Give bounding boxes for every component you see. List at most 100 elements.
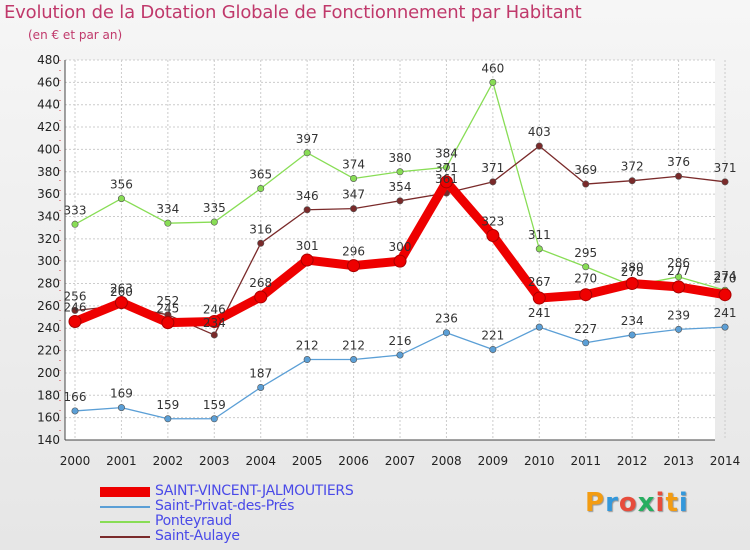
data-label: 376 — [667, 155, 690, 169]
data-label: 311 — [528, 228, 551, 242]
data-point — [675, 273, 683, 281]
data-point — [161, 316, 175, 330]
data-label: 300 — [389, 240, 412, 254]
y-tick-label: 340 — [37, 209, 60, 223]
x-tick-label: 2013 — [663, 454, 694, 468]
data-point — [625, 277, 639, 291]
data-label: 256 — [64, 289, 87, 303]
data-point — [68, 315, 82, 329]
data-label: 246 — [64, 301, 87, 315]
x-tick-label: 2004 — [245, 454, 276, 468]
data-label: 227 — [574, 322, 597, 336]
data-label: 371 — [435, 161, 458, 175]
y-tick-label: 140 — [37, 433, 60, 447]
y-tick-label: 220 — [37, 344, 60, 358]
data-point — [489, 178, 497, 186]
data-point — [257, 239, 265, 247]
legend-swatch — [100, 506, 150, 508]
data-point — [207, 315, 221, 329]
data-label: 241 — [528, 306, 551, 320]
data-point — [210, 218, 218, 226]
x-tick-label: 2005 — [292, 454, 323, 468]
data-point — [582, 180, 590, 188]
data-point — [257, 185, 265, 193]
data-label: 369 — [574, 163, 597, 177]
legend-label: Ponteyraud — [155, 513, 232, 529]
legend-label: SAINT-VINCENT-JALMOUTIERS — [155, 483, 354, 499]
data-label: 270 — [714, 272, 737, 286]
data-point — [393, 254, 407, 268]
data-label: 280 — [621, 261, 644, 275]
data-label: 335 — [203, 201, 226, 215]
y-tick-label: 460 — [37, 75, 60, 89]
data-label: 234 — [621, 314, 644, 328]
data-label: 316 — [249, 222, 272, 236]
data-point — [672, 280, 686, 294]
legend-swatch — [100, 487, 150, 497]
data-point — [303, 206, 311, 214]
data-point — [579, 288, 593, 302]
data-label: 301 — [296, 239, 319, 253]
data-label: 371 — [481, 161, 504, 175]
data-label: 216 — [389, 334, 412, 348]
data-label: 239 — [667, 308, 690, 322]
data-point — [350, 356, 358, 364]
data-label: 169 — [110, 387, 133, 401]
x-tick-label: 2006 — [338, 454, 369, 468]
y-tick-label: 300 — [37, 254, 60, 268]
data-label: 246 — [203, 303, 226, 317]
data-label: 278 — [621, 265, 644, 279]
data-label: 346 — [296, 189, 319, 203]
data-point — [439, 175, 453, 189]
data-label: 397 — [296, 132, 319, 146]
data-label: 260 — [110, 285, 133, 299]
line-chart: 140 160 180 200 220 240 260 280 300 320 340 360 380 4… — [37, 53, 741, 468]
y-tick-label: 480 — [37, 53, 60, 67]
data-point — [71, 220, 79, 228]
data-label: 356 — [110, 178, 133, 192]
data-label: 333 — [64, 203, 87, 217]
data-point — [164, 415, 172, 423]
data-point — [254, 290, 268, 304]
data-point — [721, 323, 729, 331]
data-label: 347 — [342, 188, 365, 202]
data-label: 274 — [714, 269, 737, 283]
data-label: 323 — [481, 214, 504, 228]
x-tick-label: 2012 — [617, 454, 648, 468]
data-label: 270 — [574, 272, 597, 286]
chart-title: Evolution de la Dotation Globale de Fonc… — [4, 2, 582, 23]
data-point — [350, 174, 358, 182]
data-point — [114, 296, 128, 310]
x-tick-label: 2002 — [153, 454, 184, 468]
data-point — [210, 331, 218, 339]
data-label: 166 — [64, 390, 87, 404]
data-point — [535, 323, 543, 331]
data-label: 221 — [481, 328, 504, 342]
data-point — [442, 329, 450, 337]
data-label: 212 — [296, 339, 319, 353]
data-point — [303, 356, 311, 364]
data-label: 372 — [621, 160, 644, 174]
data-label: 403 — [528, 125, 551, 139]
data-point — [164, 219, 172, 227]
y-tick-label: 360 — [37, 187, 60, 201]
x-tick-label: 2014 — [710, 454, 741, 468]
data-point — [210, 415, 218, 423]
data-label: 159 — [203, 398, 226, 412]
x-tick-label: 2003 — [199, 454, 230, 468]
data-point — [300, 253, 314, 267]
legend-swatch — [100, 521, 150, 523]
data-point — [350, 205, 358, 213]
data-label: 245 — [156, 302, 179, 316]
data-label: 234 — [203, 316, 226, 330]
data-label: 263 — [110, 282, 133, 296]
data-point — [532, 291, 546, 305]
data-point — [628, 177, 636, 185]
y-tick-label: 420 — [37, 120, 60, 134]
y-tick-label: 380 — [37, 165, 60, 179]
x-tick-label: 2011 — [570, 454, 601, 468]
data-label: 236 — [435, 312, 458, 326]
data-label: 241 — [714, 306, 737, 320]
data-point — [303, 149, 311, 157]
data-point — [718, 288, 732, 302]
